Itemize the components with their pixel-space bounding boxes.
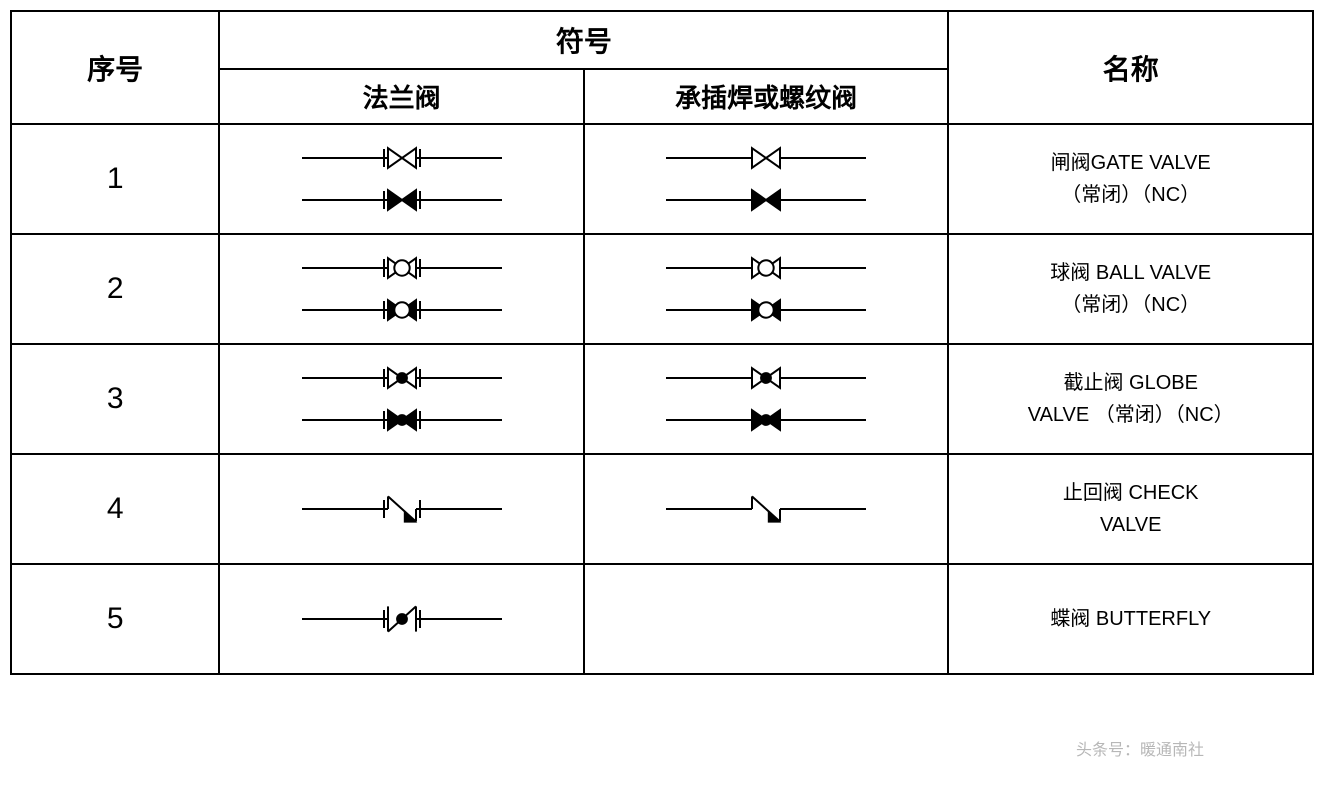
- valve-symbol-table-container: 序号 符号 名称 法兰阀 承插焊或螺纹阀 1 闸阀GATE VALVE（常闭）（…: [10, 10, 1314, 675]
- header-symbol-group: 符号: [219, 11, 948, 69]
- name-cell: 截止阀 GLOBEVALVE （常闭）（NC）: [948, 344, 1313, 454]
- socket-symbol-cell: [584, 124, 949, 234]
- name-cell: 止回阀 CHECKVALVE: [948, 454, 1313, 564]
- seq-cell: 5: [11, 564, 219, 674]
- socket-symbol-cell: [584, 344, 949, 454]
- table-row: 2 球阀 BALL VALVE（常闭）（NC）: [11, 234, 1313, 344]
- flange-symbol-cell: [219, 564, 584, 674]
- seq-cell: 3: [11, 344, 219, 454]
- seq-cell: 2: [11, 234, 219, 344]
- header-name: 名称: [948, 11, 1313, 124]
- flange-symbol-cell: [219, 454, 584, 564]
- table-row: 1 闸阀GATE VALVE（常闭）（NC）: [11, 124, 1313, 234]
- socket-symbol-cell: [584, 234, 949, 344]
- valve-table: 序号 符号 名称 法兰阀 承插焊或螺纹阀 1 闸阀GATE VALVE（常闭）（…: [10, 10, 1314, 675]
- header-seq: 序号: [11, 11, 219, 124]
- socket-symbol-cell: [584, 454, 949, 564]
- name-cell: 蝶阀 BUTTERFLY: [948, 564, 1313, 674]
- header-socket: 承插焊或螺纹阀: [584, 69, 949, 124]
- socket-symbol-cell: [584, 564, 949, 674]
- header-flange: 法兰阀: [219, 69, 584, 124]
- flange-symbol-cell: [219, 234, 584, 344]
- seq-cell: 1: [11, 124, 219, 234]
- flange-symbol-cell: [219, 344, 584, 454]
- table-row: 5 蝶阀 BUTTERFLY: [11, 564, 1313, 674]
- table-row: 3 截止阀 GLOBEVALVE （常闭）（NC）: [11, 344, 1313, 454]
- name-cell: 闸阀GATE VALVE（常闭）（NC）: [948, 124, 1313, 234]
- table-row: 4 止回阀 CHECKVALVE: [11, 454, 1313, 564]
- watermark-text: 头条号：暖通南社: [1076, 736, 1204, 760]
- flange-symbol-cell: [219, 124, 584, 234]
- name-cell: 球阀 BALL VALVE（常闭）（NC）: [948, 234, 1313, 344]
- seq-cell: 4: [11, 454, 219, 564]
